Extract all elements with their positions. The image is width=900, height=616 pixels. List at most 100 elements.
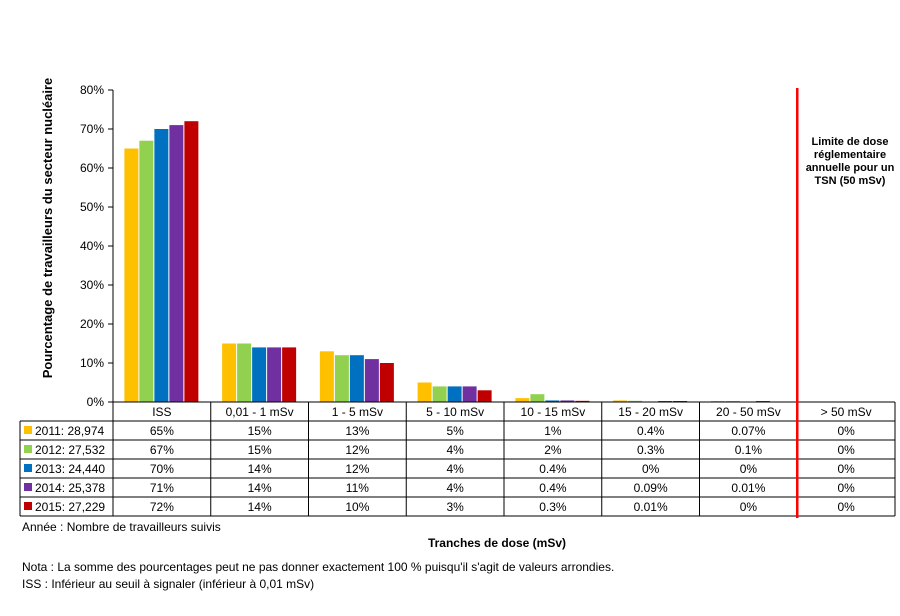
data-label: 4% [446, 462, 464, 476]
legend-swatch [24, 445, 32, 453]
data-label: 0.1% [735, 443, 763, 457]
data-label: 0.4% [539, 462, 567, 476]
x-axis-label: Tranches de dose (mSv) [428, 536, 566, 550]
category-label: 0,01 - 1 mSv [226, 405, 294, 419]
data-label: 67% [150, 443, 174, 457]
data-label: 0% [837, 462, 855, 476]
bar [515, 398, 530, 402]
legend-label: 2013: 24,440 [35, 462, 105, 476]
data-label: 4% [446, 481, 464, 495]
data-label: 11% [346, 481, 369, 495]
category-label: 15 - 20 mSv [618, 405, 683, 419]
bar [184, 121, 199, 402]
data-label: 65% [150, 424, 174, 438]
y-axis-label: Pourcentage de travailleurs du secteur n… [40, 78, 55, 379]
data-label: 2% [544, 443, 562, 457]
data-label: 0% [837, 500, 855, 514]
bar [364, 359, 379, 402]
bar [139, 140, 154, 402]
y-tick-label: 0% [87, 395, 105, 409]
data-label: 0% [837, 424, 855, 438]
bar [169, 125, 184, 402]
data-label: 14% [248, 481, 272, 495]
data-label: 0.09% [634, 481, 668, 495]
bar [462, 386, 477, 402]
category-label: 20 - 50 mSv [716, 405, 781, 419]
data-label: 0% [837, 481, 855, 495]
bar [267, 347, 282, 402]
bar [349, 355, 364, 402]
legend-label: 2014: 25,378 [35, 481, 105, 495]
data-label: 14% [248, 462, 272, 476]
nota-note: Nota : La somme des pourcentages peut ne… [22, 560, 615, 574]
data-label: 0% [740, 462, 758, 476]
data-label: 12% [345, 443, 369, 457]
data-label: 14% [248, 500, 272, 514]
data-label: 3% [446, 500, 464, 514]
y-tick-label: 10% [80, 356, 104, 370]
bar [530, 394, 545, 402]
legend-label: 2012: 27,532 [35, 443, 105, 457]
bar [237, 343, 252, 402]
bar [477, 390, 492, 402]
bar [417, 382, 432, 402]
legend-swatch [24, 464, 32, 472]
category-label: 10 - 15 mSv [521, 405, 586, 419]
bar [447, 386, 462, 402]
y-tick-label: 40% [80, 239, 104, 253]
category-label: 5 - 10 mSv [426, 405, 484, 419]
data-label: 12% [345, 462, 369, 476]
data-label: 0.4% [637, 424, 665, 438]
bar [222, 343, 237, 402]
category-label: 1 - 5 mSv [332, 405, 383, 419]
bar [124, 148, 139, 402]
bar [560, 400, 575, 402]
data-label: 72% [150, 500, 174, 514]
data-label: 0.01% [731, 481, 765, 495]
legend-swatch [24, 502, 32, 510]
y-tick-label: 70% [80, 122, 104, 136]
bar [319, 351, 334, 402]
dose-limit-annotation: Limite de dose réglementaire annuelle po… [805, 136, 895, 187]
data-label: 71% [150, 481, 174, 495]
bar [628, 400, 643, 402]
y-tick-label: 20% [80, 317, 104, 331]
data-label: 70% [150, 462, 174, 476]
data-label: 4% [446, 443, 464, 457]
category-label: > 50 mSv [821, 405, 872, 419]
data-label: 15% [248, 443, 272, 457]
bar [613, 400, 628, 402]
bar [432, 386, 447, 402]
bar [282, 347, 297, 402]
bar [334, 355, 349, 402]
legend-swatch [24, 426, 32, 434]
legend-label: 2015: 27,229 [35, 500, 105, 514]
data-label: 15% [248, 424, 272, 438]
legend-label: 2011: 28,974 [35, 424, 105, 438]
bar [252, 347, 267, 402]
data-label: 0% [837, 443, 855, 457]
data-label: 5% [446, 424, 464, 438]
iss-note: ISS : Inférieur au seuil à signaler (inf… [22, 577, 315, 591]
y-tick-label: 80% [80, 83, 104, 97]
bar [379, 363, 394, 402]
data-label: 10% [345, 500, 369, 514]
data-label: 0.01% [634, 500, 668, 514]
category-label: ISS [152, 405, 171, 419]
y-tick-label: 30% [80, 278, 104, 292]
data-label: 1% [544, 424, 562, 438]
bar [545, 400, 560, 402]
data-label: 0% [740, 500, 758, 514]
y-tick-label: 50% [80, 200, 104, 214]
bar [154, 129, 169, 402]
data-label: 0% [642, 462, 660, 476]
data-label: 0.3% [637, 443, 665, 457]
y-tick-label: 60% [80, 161, 104, 175]
legend-caption: Année : Nombre de travailleurs suivis [22, 520, 221, 534]
data-label: 0.4% [539, 481, 567, 495]
bar [575, 400, 590, 402]
legend-swatch [24, 483, 32, 491]
data-label: 0.07% [731, 424, 765, 438]
data-label: 13% [345, 424, 369, 438]
